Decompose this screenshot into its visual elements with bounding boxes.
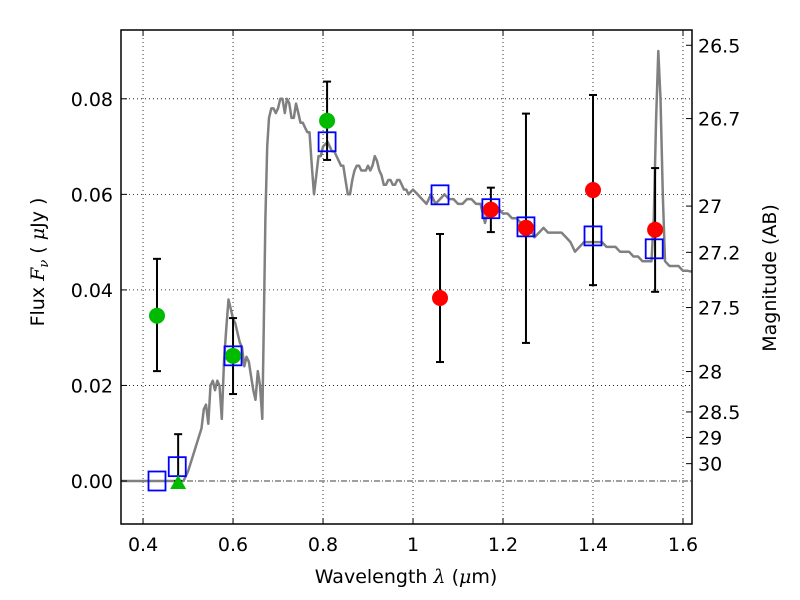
observed-nir-point	[517, 219, 534, 236]
model-photometry-square	[516, 216, 536, 238]
x-axis-label-text: Wavelength	[315, 566, 434, 588]
model-photometry-square	[644, 238, 664, 260]
plot-frame	[120, 29, 693, 525]
y-axis-unit-close: Jy )	[27, 198, 49, 229]
model-photometry-square	[167, 456, 187, 478]
mag-tick-label: 30	[698, 454, 722, 476]
observed-nir-point	[585, 182, 602, 199]
x-axis-mu: μ	[459, 566, 471, 588]
y-tick-label: 0.08	[71, 89, 113, 111]
mag-tick-label: 28	[698, 362, 722, 384]
y-tick-label: 0.00	[71, 471, 113, 493]
mag-tick-label: 26.7	[698, 109, 740, 131]
x-tick-label: 1.2	[488, 534, 518, 556]
model-photometry-square	[481, 198, 501, 220]
mag-tick-label: 26.5	[698, 35, 740, 57]
y-tick-label: 0.02	[71, 375, 113, 397]
mag-tick-label: 27	[698, 196, 722, 218]
y-axis-label: Flux Fν ( μJy )	[27, 198, 52, 327]
mag-tick-label: 28.5	[698, 402, 740, 424]
model-photometry-square	[223, 345, 243, 367]
model-photometry-square	[147, 470, 167, 492]
mag-tick-label: 29	[698, 427, 722, 449]
mag-tick-label: 27.2	[698, 242, 740, 264]
mag-tick-label: 27.5	[698, 298, 740, 320]
y-axis-right-label: Magnitude (AB)	[759, 204, 781, 352]
spectrum-group	[120, 49, 693, 483]
model-spectrum-line	[120, 49, 693, 483]
markers-group	[147, 112, 664, 492]
observed-optical-point	[148, 307, 165, 324]
x-tick-label: 0.4	[128, 534, 158, 556]
x-axis-unit-open: (	[446, 566, 459, 588]
y-axis-nu-sub: ν	[37, 260, 52, 268]
observed-nir-point	[482, 201, 499, 218]
axis-ticks: 0.4 0.6 0.8 1 1.2 1.4 1.6 0.00 0.02 0.04 0.06 0.08 2…	[71, 30, 740, 556]
model-photometry-square	[430, 184, 450, 206]
observed-nir-point	[647, 221, 664, 238]
observed-upper-limit-triangle	[170, 475, 187, 490]
x-tick-label: 0.6	[218, 534, 248, 556]
x-axis-label: Wavelength λ (μm)	[315, 566, 498, 588]
x-axis-unit-close: m)	[471, 566, 497, 588]
model-photometry-square	[583, 225, 603, 247]
observed-nir-point	[432, 290, 449, 307]
x-axis-lambda: λ	[432, 566, 445, 588]
observed-optical-point	[225, 347, 242, 364]
observed-optical-point	[319, 112, 336, 129]
model-photometry-square	[317, 131, 337, 153]
y-axis-fnu: F	[27, 267, 49, 282]
y-tick-label: 0.04	[71, 280, 113, 302]
x-tick-label: 0.8	[308, 534, 338, 556]
y-tick-label: 0.06	[71, 184, 113, 206]
x-tick-label: 1.4	[578, 534, 608, 556]
y-axis-flux: Flux	[27, 281, 49, 327]
x-tick-label: 1.6	[668, 534, 698, 556]
x-tick-label: 1	[407, 534, 419, 556]
y-axis-unit-open: (	[27, 240, 49, 260]
y-axis-mu: μ	[27, 228, 49, 240]
